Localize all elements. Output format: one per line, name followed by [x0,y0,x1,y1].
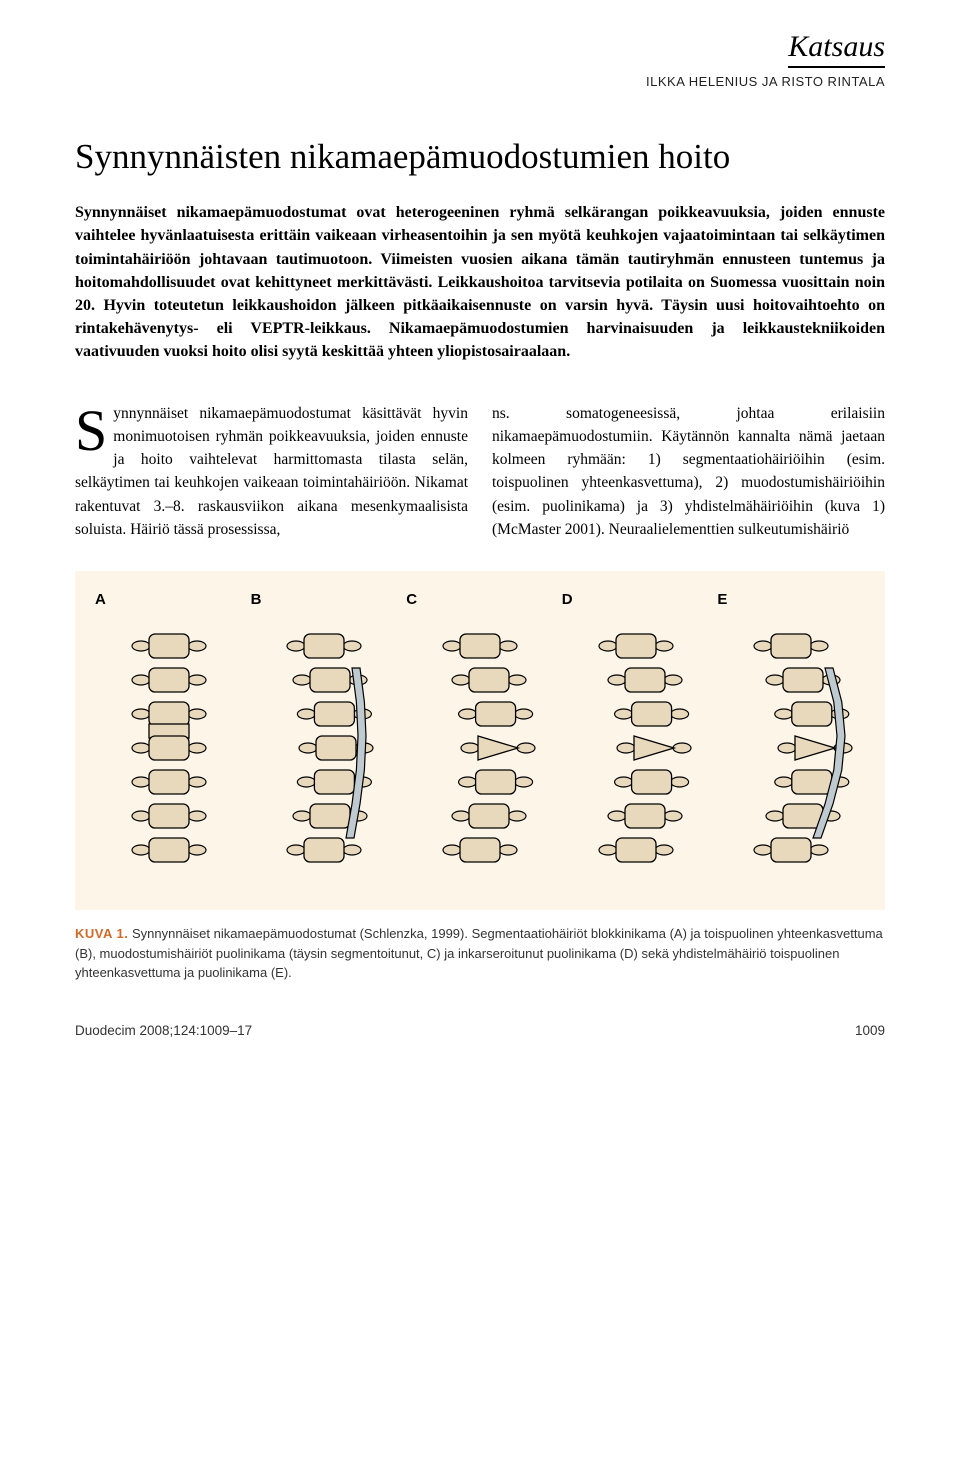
figure-panel-D: D [562,591,710,894]
spine-diagram [406,614,554,894]
column-left: Synnynnäiset nikamaepämuodostumat käsitt… [75,402,468,542]
figure-panel-label: D [562,591,710,608]
figure-panel-label: E [717,591,865,608]
footer-page-number: 1009 [855,1023,885,1038]
figure-label: KUVA 1. [75,926,128,941]
figure-panel-label: B [251,591,399,608]
article-header: Katsaus ILKKA HELENIUS JA RISTO RINTALA [75,30,885,89]
figure-1: ABCDE [75,571,885,910]
figure-panel-C: C [406,591,554,894]
authors-line: ILKKA HELENIUS JA RISTO RINTALA [75,74,885,89]
body-columns: Synnynnäiset nikamaepämuodostumat käsitt… [75,402,885,542]
dropcap: S [75,402,113,455]
figure-panel-label: A [95,591,243,608]
body-col1-text: ynnynnäiset nikamaepämuodostumat käsittä… [75,405,468,538]
spine-diagram [562,614,710,894]
spine-diagram [251,614,399,894]
footer-citation: Duodecim 2008;124:1009–17 [75,1023,252,1038]
figure-panel-E: E [717,591,865,894]
section-label: Katsaus [788,30,885,68]
spine-diagram [717,614,865,894]
figure-caption-text: Synnynnäiset nikamaepämuodostumat (Schle… [75,926,883,980]
spine-diagram [95,614,243,894]
figure-panel-B: B [251,591,399,894]
figure-panel-A: A [95,591,243,894]
figure-1-caption: KUVA 1. Synnynnäiset nikamaepämuodostuma… [75,924,885,983]
abstract-paragraph: Synnynnäiset nikamaepämuodostumat ovat h… [75,201,885,363]
figure-panel-label: C [406,591,554,608]
article-title: Synnynnäisten nikamaepämuodostumien hoit… [75,137,885,177]
page-footer: Duodecim 2008;124:1009–17 1009 [75,1023,885,1038]
column-right: ns. somatogeneesissä, johtaa erilaisiin … [492,402,885,542]
